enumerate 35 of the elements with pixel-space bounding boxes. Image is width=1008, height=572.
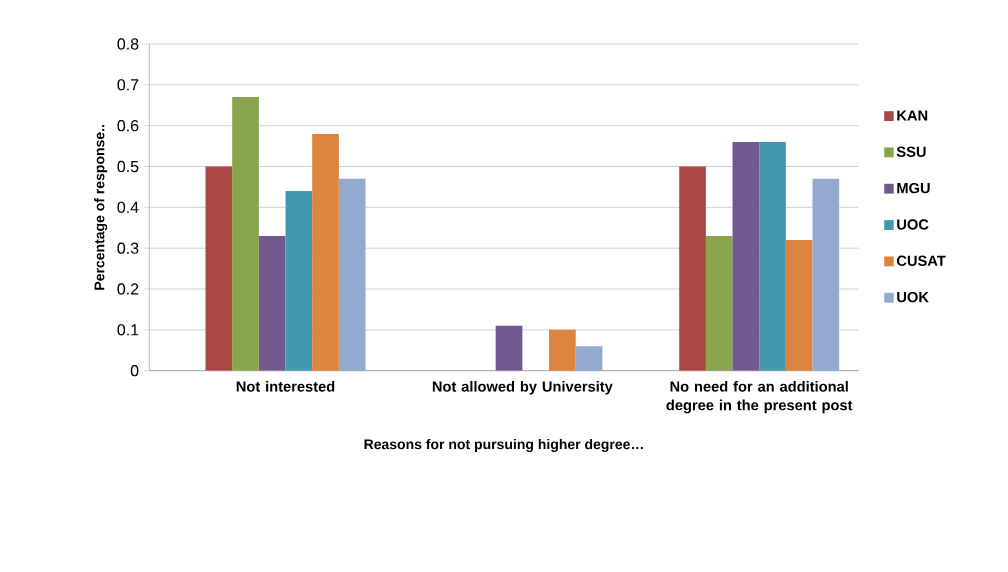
bar: [759, 142, 786, 371]
bar: [679, 166, 706, 371]
x-tick-label: Not interested: [236, 380, 335, 392]
y-tick-label: 0.1: [117, 324, 139, 336]
legend-label: SSU: [896, 146, 926, 157]
bar: [338, 178, 366, 371]
bar: [285, 191, 313, 371]
y-tick-label: 0.2: [117, 283, 139, 295]
bar: [495, 325, 523, 371]
x-tick-label: Not allowed by University: [432, 380, 613, 395]
y-tick-label: 0.4: [117, 201, 139, 213]
y-tick-label: 0.5: [117, 160, 139, 173]
y-axis-title: Percentage of response..: [94, 125, 108, 290]
bar: [575, 346, 603, 371]
legend-label: CUSAT: [896, 255, 946, 266]
legend-label: UOK: [897, 291, 929, 303]
bar: [705, 235, 733, 371]
bar: [232, 97, 259, 371]
bar: [205, 166, 233, 371]
bar: [732, 142, 760, 371]
bar: [312, 133, 339, 371]
x-axis-title: Reasons for not pursuing higher degree…: [364, 438, 643, 453]
bar: [785, 240, 813, 371]
bar: [549, 329, 576, 371]
y-tick-label: 0: [130, 365, 139, 377]
y-tick-label: 0.8: [117, 38, 139, 50]
legend-label: KAN: [897, 110, 928, 121]
bar: [258, 235, 286, 371]
y-tick-label: 0.7: [117, 79, 139, 91]
bar: [812, 178, 840, 371]
y-tick-label: 0.3: [117, 242, 139, 254]
legend-label: MGU: [897, 182, 930, 194]
y-tick-label: 0.6: [117, 120, 139, 132]
legend-label: UOC: [897, 219, 929, 230]
x-tick-label: No need for an additional degree in the present post: [666, 380, 853, 414]
